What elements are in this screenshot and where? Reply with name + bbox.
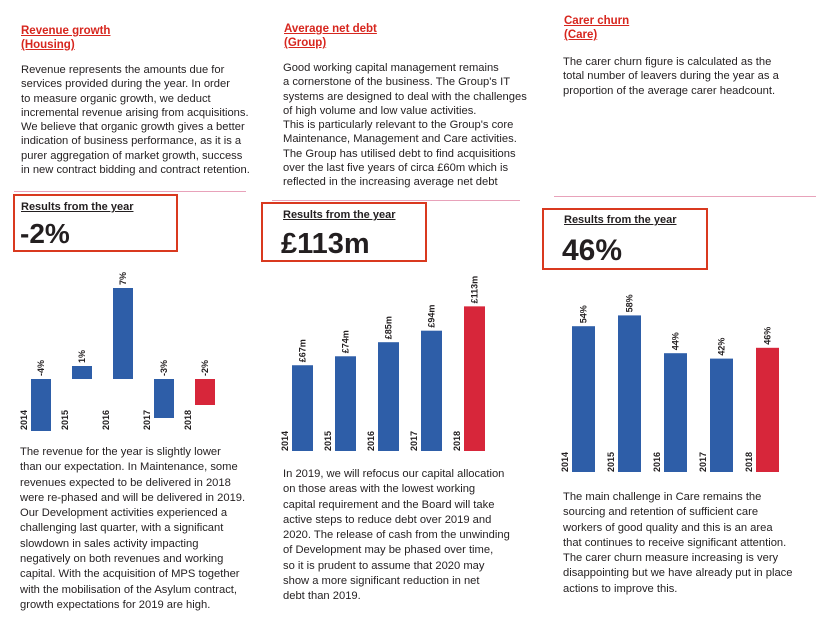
results-label: Results from the year <box>564 214 677 226</box>
bar-2018 <box>464 306 485 451</box>
bar-2016 <box>378 342 399 451</box>
bar-year-label: 2018 <box>744 452 754 472</box>
bar-year-label: 2016 <box>101 410 111 430</box>
bar-year-label: 2015 <box>606 452 616 472</box>
kpi-commentary: In 2019, we will refocus our capital all… <box>283 468 510 603</box>
bar-2015 <box>72 366 92 379</box>
kpi-average-net-debt: Average net debt (Group) Good working ca… <box>260 0 540 629</box>
bar-2014 <box>31 379 51 431</box>
bar-value-label: 7% <box>118 272 128 285</box>
bar-2018 <box>756 347 779 472</box>
kpi-revenue-growth: Revenue growth (Housing) Revenue represe… <box>0 0 260 629</box>
bar-year-label: 2014 <box>280 431 290 451</box>
bar-chart: 54% 2014 58% 2015 44% 2016 42% 2017 46% 2018 <box>560 294 779 472</box>
kpi-carer-churn: Carer churn (Care) The carer churn figur… <box>540 0 832 629</box>
bar-2014 <box>572 326 595 472</box>
bar-value-label: 44% <box>671 332 681 350</box>
kpi-intro: The carer churn figure is calculated as … <box>563 56 779 97</box>
bar-year-label: 2014 <box>19 410 29 430</box>
results-box <box>261 202 427 262</box>
kpi-commentary: The revenue for the year is slightly low… <box>20 446 246 611</box>
bar-value-label: £67m <box>298 339 308 362</box>
bar-value-label: 54% <box>579 305 589 323</box>
divider <box>554 196 816 197</box>
bar-chart: £67m 2014 £74m 2015 £85m 2016 £94m 2017 £113m 201… <box>280 276 485 451</box>
results-box <box>542 208 708 270</box>
bar-year-label: 2015 <box>323 431 333 451</box>
bar-value-label: 42% <box>717 338 727 356</box>
bar-year-label: 2017 <box>698 452 708 472</box>
bar-2015 <box>335 356 356 451</box>
bar-2017 <box>421 330 442 451</box>
results-box <box>13 194 178 252</box>
bar-value-label: 46% <box>763 327 773 345</box>
bar-year-label: 2018 <box>183 410 193 430</box>
bar-2016 <box>664 353 687 472</box>
bar-2018 <box>195 379 215 405</box>
bar-value-label: £113m <box>470 276 480 304</box>
bar-year-label: 2016 <box>652 452 662 472</box>
kpi-intro: Revenue represents the amounts due for s… <box>21 64 250 177</box>
results-label: Results from the year <box>21 201 134 213</box>
kpi-title: Carer churn (Care) <box>564 15 630 41</box>
divider <box>272 200 520 201</box>
bar-value-label: £85m <box>384 316 394 339</box>
bar-year-label: 2018 <box>452 431 462 451</box>
kpi-title: Average net debt (Group) <box>284 23 377 49</box>
kpi-intro: Good working capital management remains … <box>283 62 527 189</box>
bar-value-label: £74m <box>341 330 351 353</box>
bar-2016 <box>113 288 133 379</box>
bar-year-label: 2016 <box>366 431 376 451</box>
bar-year-label: 2017 <box>409 431 419 451</box>
kpi-commentary: The main challenge in Care remains the s… <box>563 491 793 595</box>
bar-year-label: 2015 <box>60 410 70 430</box>
bar-2017 <box>154 379 174 418</box>
bar-value-label: £94m <box>427 305 437 328</box>
bar-2017 <box>710 358 733 472</box>
bar-value-label: 58% <box>625 294 635 312</box>
bar-year-label: 2017 <box>142 410 152 430</box>
bar-chart: -4% 2014 1% 2015 7% 2016 -3% 2017 -2% 2018 <box>19 272 215 431</box>
bar-value-label: -3% <box>159 360 169 376</box>
bar-value-label: 1% <box>77 350 87 363</box>
bar-2015 <box>618 315 641 472</box>
results-value: 46% <box>562 234 623 267</box>
divider <box>14 191 246 192</box>
bar-2014 <box>292 365 313 451</box>
bar-value-label: -4% <box>36 360 46 376</box>
results-value: £113m <box>281 228 370 260</box>
bar-value-label: -2% <box>200 360 210 376</box>
bar-year-label: 2014 <box>560 452 570 472</box>
results-value: -2% <box>20 218 70 249</box>
results-label: Results from the year <box>283 209 396 221</box>
kpi-title: Revenue growth (Housing) <box>21 25 111 51</box>
